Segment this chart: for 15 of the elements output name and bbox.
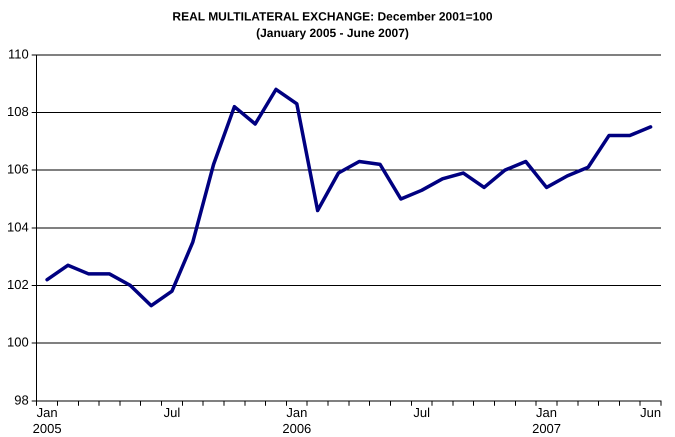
x-tick-label: Jan 2005 [32, 405, 62, 436]
chart-title: REAL MULTILATERAL EXCHANGE: December 2001=100 [172, 10, 493, 24]
x-tick-label: Jul [413, 405, 430, 420]
x-tick-label: Jan 2006 [282, 405, 312, 436]
y-tick-label: 106 [6, 162, 29, 177]
y-tick-label: 100 [6, 334, 29, 350]
x-tick-label: Jun [640, 405, 662, 420]
y-tick-label: 108 [6, 104, 29, 120]
y-tick-label: 110 [8, 46, 29, 62]
x-tick-label: Jan 2007 [532, 405, 562, 436]
chart-subtitle: (January 2005 - June 2007) [256, 26, 409, 40]
x-tick-label: Jul [164, 405, 180, 420]
y-tick-label: 104 [6, 219, 29, 234]
y-tick-label: 98 [14, 392, 29, 408]
y-tick-label: 102 [6, 277, 29, 292]
